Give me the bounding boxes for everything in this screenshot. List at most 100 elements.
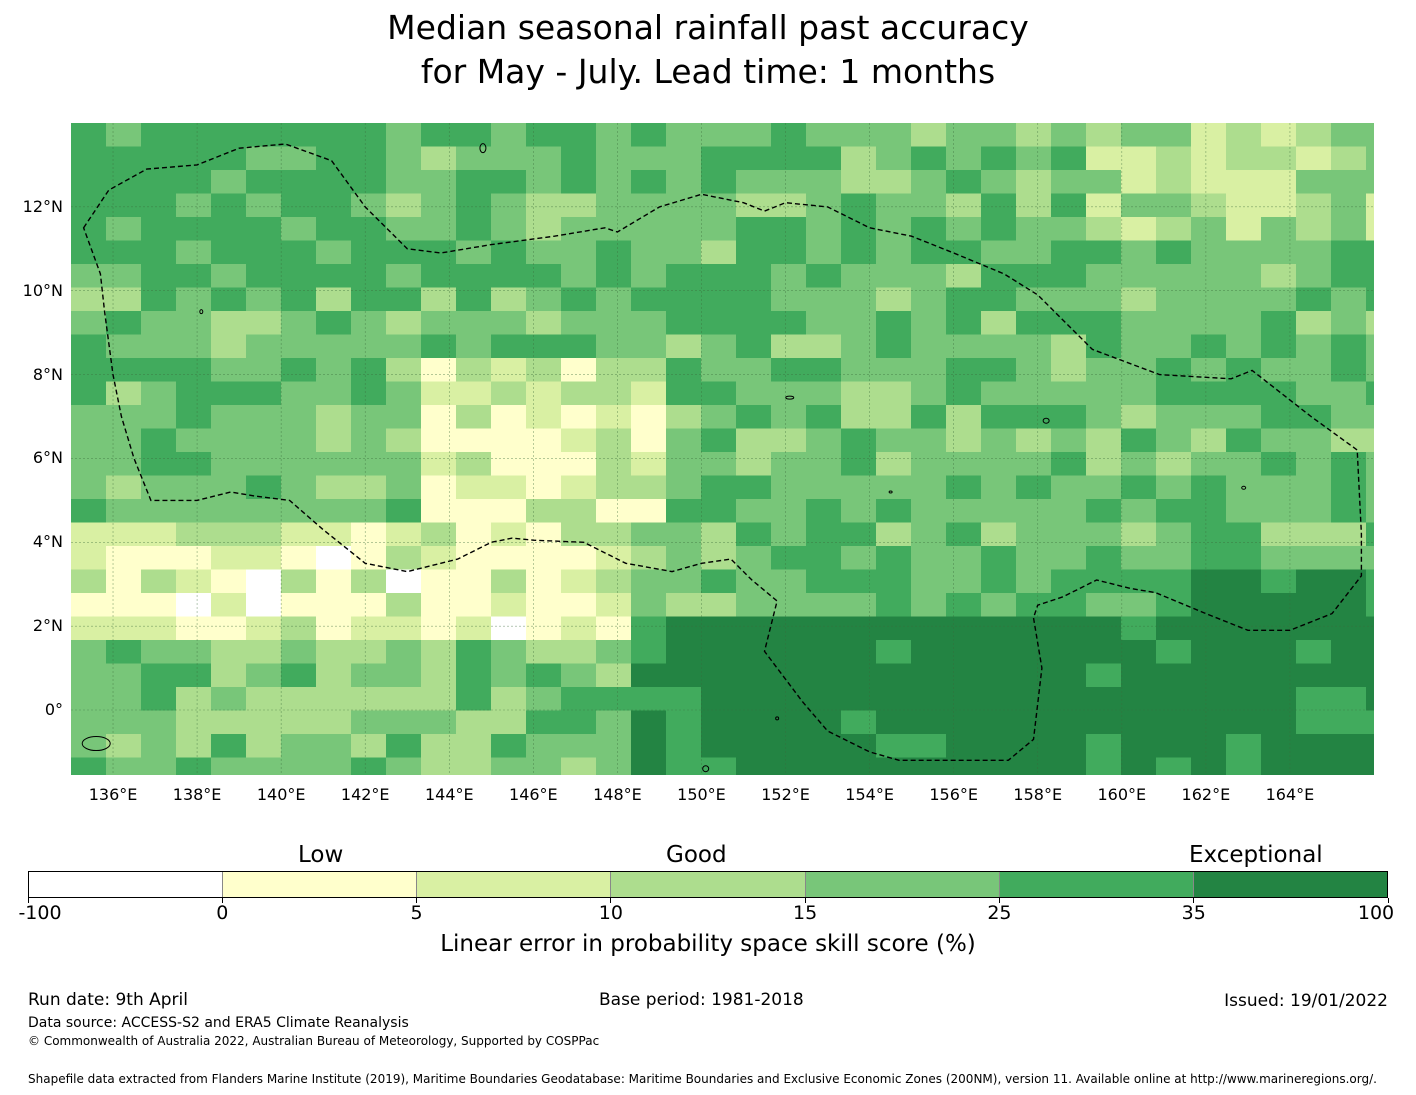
skill-cell: [491, 358, 527, 382]
skill-cell: [736, 546, 772, 570]
skill-cell: [71, 287, 107, 312]
skill-cell: [421, 146, 457, 171]
skill-cell: [596, 123, 632, 147]
skill-cell: [1366, 358, 1374, 382]
skill-cell: [1261, 734, 1297, 758]
skill-cell: [1191, 334, 1227, 359]
skill-cell: [246, 311, 282, 335]
skill-cell: [806, 405, 842, 429]
skill-cell: [316, 734, 352, 758]
skill-cell: [526, 240, 562, 265]
skill-cell: [946, 264, 982, 288]
skill-cell: [106, 146, 142, 171]
skill-cell: [666, 522, 702, 547]
skill-cell: [771, 499, 807, 523]
skill-cell: [316, 287, 352, 312]
skill-cell: [1051, 217, 1087, 241]
skill-cell: [911, 546, 947, 570]
skill-cell: [281, 522, 317, 547]
skill-cell: [701, 734, 737, 758]
lat-tick-label: 2°N: [32, 616, 63, 636]
skill-cell: [1261, 640, 1297, 664]
skill-cell: [1051, 522, 1087, 547]
skill-cell: [666, 757, 702, 775]
skill-cell: [526, 123, 562, 147]
skill-cell: [491, 240, 527, 265]
skill-cell: [736, 123, 772, 147]
skill-cell: [1086, 170, 1122, 194]
skill-cell: [316, 405, 352, 429]
skill-cell: [981, 687, 1017, 711]
skill-cell: [526, 757, 562, 775]
skill-cell: [106, 616, 142, 641]
skill-cell: [1261, 170, 1297, 194]
skill-cell: [1156, 734, 1192, 758]
skill-cell: [736, 522, 772, 547]
skill-cell: [981, 663, 1017, 688]
skill-cell: [771, 757, 807, 775]
skill-cell: [771, 405, 807, 429]
skill-cell: [351, 428, 387, 453]
skill-cell: [386, 687, 422, 711]
skill-cell: [71, 358, 107, 382]
skill-cell: [631, 311, 667, 335]
skill-cell: [351, 593, 387, 617]
skill-cell: [456, 734, 492, 758]
skill-cell: [1016, 311, 1052, 335]
skill-cell: [631, 475, 667, 500]
skill-cell: [981, 569, 1017, 594]
skill-cell: [456, 264, 492, 288]
skill-cell: [1296, 734, 1332, 758]
skill-cell: [1226, 334, 1262, 359]
skill-cell: [736, 663, 772, 688]
skill-cell: [386, 546, 422, 570]
lon-tick-label: 152°E: [761, 785, 810, 804]
skill-cell: [421, 381, 457, 406]
skill-cell: [1191, 616, 1227, 641]
skill-cell: [1366, 287, 1374, 312]
skill-cell: [1121, 240, 1157, 265]
skill-cell: [981, 170, 1017, 194]
skill-cell: [106, 264, 142, 288]
skill-cell: [456, 687, 492, 711]
skill-cell: [106, 381, 142, 406]
skill-cell: [1156, 170, 1192, 194]
skill-cell: [1226, 522, 1262, 547]
skill-cell: [736, 616, 772, 641]
skill-cell: [946, 452, 982, 476]
skill-cell: [386, 616, 422, 641]
skill-cell: [561, 287, 597, 312]
skill-cell: [1051, 734, 1087, 758]
skill-cell: [1051, 640, 1087, 664]
skill-cell: [456, 123, 492, 147]
skill-cell: [911, 146, 947, 171]
skill-cell: [281, 358, 317, 382]
skill-cell: [281, 757, 317, 775]
skill-cell: [246, 123, 282, 147]
skill-cell: [491, 123, 527, 147]
skill-cell: [1191, 663, 1227, 688]
skill-cell: [176, 499, 212, 523]
skill-cell: [141, 311, 177, 335]
skill-cell: [386, 663, 422, 688]
skill-cell: [911, 123, 947, 147]
skill-cell: [1261, 687, 1297, 711]
skill-cell: [526, 452, 562, 476]
skill-cell: [211, 734, 247, 758]
skill-cell: [666, 640, 702, 664]
skill-cell: [666, 311, 702, 335]
skill-cell: [631, 734, 667, 758]
skill-cell: [491, 287, 527, 312]
skill-cell: [351, 381, 387, 406]
gridlines: [71, 123, 1374, 775]
skill-cell: [1086, 616, 1122, 641]
skill-cell: [1366, 640, 1374, 664]
skill-cell: [666, 240, 702, 265]
skill-cell: [1086, 287, 1122, 312]
skill-cell: [1226, 663, 1262, 688]
skill-cell: [246, 687, 282, 711]
skill-cell: [631, 287, 667, 312]
lon-tick-label: 154°E: [845, 785, 894, 804]
skill-cell: [596, 757, 632, 775]
skill-cell: [1331, 405, 1367, 429]
